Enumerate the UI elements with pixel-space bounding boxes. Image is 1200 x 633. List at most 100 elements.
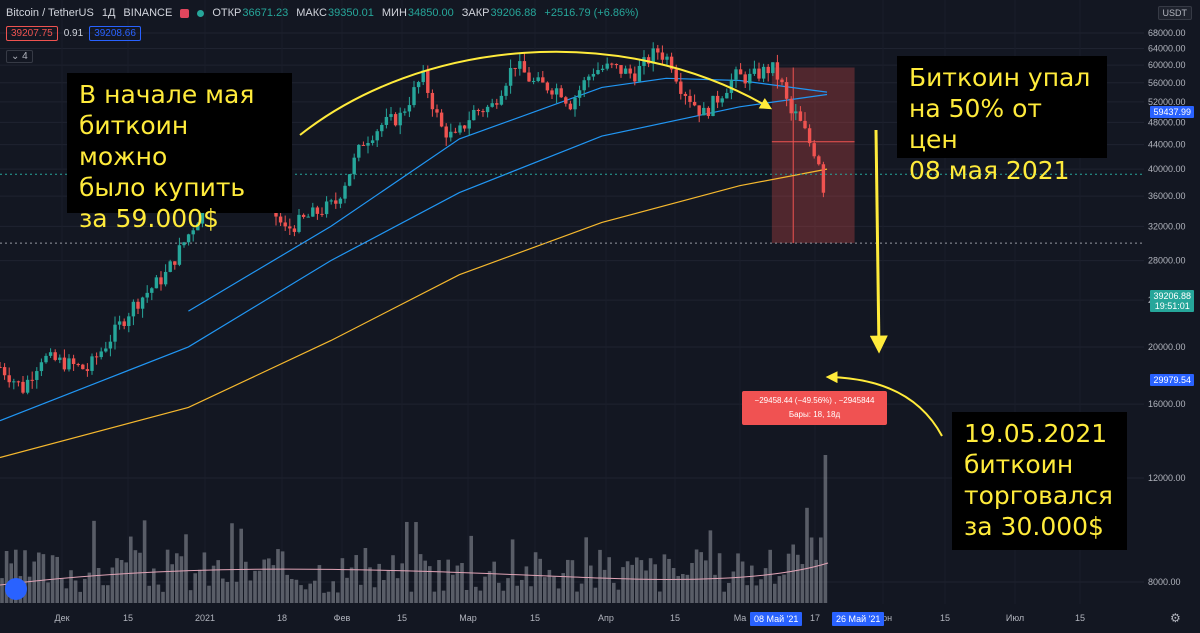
volume-bar xyxy=(823,455,828,603)
candle-body xyxy=(182,242,186,246)
volume-bar xyxy=(400,563,404,603)
candle-body xyxy=(490,103,494,107)
volume-bar xyxy=(83,578,87,603)
volume-bar xyxy=(382,580,386,603)
y-tick-label: 28000.00 xyxy=(1148,256,1186,266)
volume-bar xyxy=(87,572,92,603)
x-tick-label: Фев xyxy=(334,613,351,623)
candle-body xyxy=(794,111,798,114)
candle-body xyxy=(720,98,724,103)
candle-body xyxy=(127,316,131,326)
volume-bar xyxy=(276,549,280,603)
candle-body xyxy=(200,205,205,224)
volume-bar xyxy=(708,530,713,603)
curved-arrow xyxy=(825,371,943,437)
volume-bar xyxy=(60,578,64,603)
volume-bar xyxy=(202,552,207,603)
volume-bar xyxy=(175,553,179,603)
candle-body xyxy=(104,348,108,352)
volume-bar xyxy=(147,585,151,603)
volume-bar xyxy=(731,571,736,603)
currency-label[interactable]: USDT xyxy=(1157,6,1192,20)
candle-body xyxy=(39,362,44,372)
candle-body xyxy=(334,200,338,204)
volume-bar xyxy=(722,591,726,603)
volume-bar xyxy=(262,559,266,603)
moving-averages xyxy=(0,77,828,459)
volume-bar xyxy=(607,557,611,603)
volume-bar xyxy=(432,591,437,603)
volume-bar xyxy=(644,570,648,603)
volume-bar xyxy=(566,559,570,603)
candle-body xyxy=(173,261,177,265)
candle-body xyxy=(518,61,522,69)
volume-histogram xyxy=(0,455,829,603)
volume-bar xyxy=(418,554,423,603)
buy-price[interactable]: 39208.66 xyxy=(89,26,141,41)
candle-body xyxy=(48,352,53,356)
volume-bar xyxy=(819,537,823,603)
candle-body xyxy=(582,80,586,91)
volume-bar xyxy=(41,554,46,603)
candle-body xyxy=(504,85,508,96)
candle-body xyxy=(702,107,706,116)
tradingview-logo-icon[interactable] xyxy=(5,578,27,600)
volume-bar xyxy=(294,579,299,603)
interval-label[interactable]: 1Д xyxy=(101,7,116,19)
candle-body xyxy=(389,114,393,117)
annotation-right-bottom: 19.05.2021 биткоин торговался за 30.000$ xyxy=(952,412,1127,550)
alert-icon[interactable] xyxy=(180,8,190,18)
volume-bar xyxy=(437,560,441,603)
x-tick-label: 2021 xyxy=(195,613,215,623)
volume-bar xyxy=(510,539,515,603)
candle-body xyxy=(444,126,448,138)
candle-body xyxy=(775,62,780,80)
volume-bar xyxy=(782,574,786,603)
volume-bar xyxy=(336,592,340,603)
candle-body xyxy=(352,157,356,175)
candle-body xyxy=(301,214,306,217)
candle-body xyxy=(683,93,688,96)
candle-body xyxy=(660,52,665,60)
volume-bar xyxy=(37,552,41,603)
y-tick-label: 12000.00 xyxy=(1148,473,1186,483)
candle-body xyxy=(573,97,577,110)
candle-body xyxy=(568,103,573,110)
volume-bar xyxy=(428,566,432,603)
volume-bar xyxy=(234,581,239,603)
candle-body xyxy=(458,125,462,133)
volume-bar xyxy=(363,548,368,603)
x-tick-label: 15 xyxy=(397,613,407,623)
volume-bar xyxy=(796,554,800,603)
indicators-toggle[interactable]: ⌄ 4 xyxy=(6,50,33,63)
candle-body xyxy=(398,112,402,126)
candle-body xyxy=(62,357,67,370)
sell-price[interactable]: 39207.75 xyxy=(6,26,58,41)
volume-bar xyxy=(635,557,639,603)
volume-bar xyxy=(299,585,303,603)
volume-bar xyxy=(727,582,731,603)
price-axis: 8000.0012000.0016000.0020000.0024000.002… xyxy=(1144,0,1200,633)
volume-bar xyxy=(630,564,634,603)
volume-bar xyxy=(216,560,220,603)
open-label: ОТКР xyxy=(212,7,242,19)
volume-bar xyxy=(625,561,630,603)
volume-bar xyxy=(575,591,579,603)
volume-bar xyxy=(391,555,395,603)
candle-body xyxy=(628,68,632,74)
volume-bar xyxy=(464,589,469,603)
symbol-label[interactable]: Bitcoin / TetherUS xyxy=(6,7,94,19)
candle-body xyxy=(679,81,683,94)
close-label: ЗАКР xyxy=(461,7,490,19)
volume-bar xyxy=(791,544,795,603)
x-tick-label: 15 xyxy=(670,613,680,623)
candle-body xyxy=(76,364,80,366)
volume-bar xyxy=(152,568,156,603)
high-label: МАКС xyxy=(296,7,327,19)
candle-body xyxy=(384,116,389,125)
volume-bar xyxy=(589,565,593,603)
candle-body xyxy=(99,351,103,358)
open-value: 36671.23 xyxy=(242,7,289,19)
candle-body xyxy=(315,207,320,214)
